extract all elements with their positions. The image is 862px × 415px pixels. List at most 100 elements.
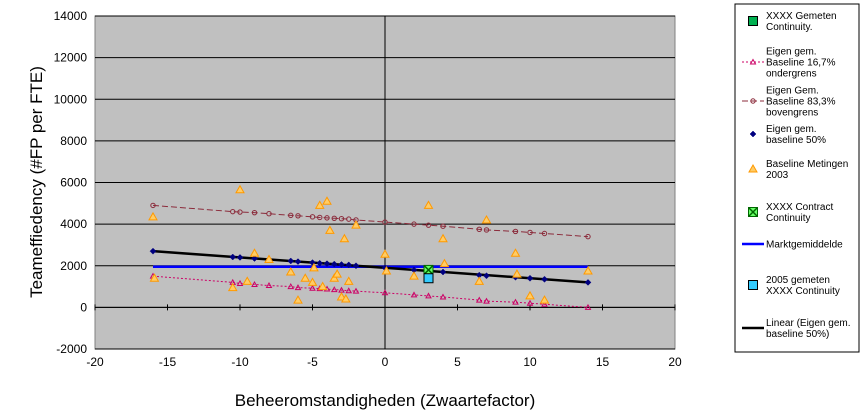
legend-label: Continuity bbox=[766, 213, 810, 224]
y-tick-label: 6000 bbox=[60, 176, 87, 190]
x-tick-label: -20 bbox=[86, 355, 104, 369]
data-point bbox=[322, 196, 332, 205]
data-point bbox=[381, 289, 389, 296]
x-tick-label: 5 bbox=[454, 355, 461, 369]
y-tick-label: 14000 bbox=[54, 9, 88, 23]
legend-label: baseline 50%) bbox=[766, 329, 829, 340]
y-tick-label: 10000 bbox=[54, 92, 88, 106]
data-point bbox=[476, 226, 482, 233]
data-point bbox=[512, 228, 519, 235]
x-tick-label: 15 bbox=[596, 355, 610, 369]
legend-label: XXXX Gemeten bbox=[766, 11, 837, 22]
legend-marker bbox=[748, 163, 758, 173]
legend-symbol bbox=[742, 98, 764, 104]
legend-label: Baseline 83,3% bbox=[766, 97, 836, 108]
x-tick-label: 10 bbox=[523, 355, 537, 369]
legend-symbol bbox=[742, 58, 764, 65]
data-point bbox=[411, 221, 417, 227]
legend-symbol bbox=[748, 280, 758, 290]
x-tick-label: 20 bbox=[668, 355, 682, 369]
tick-labels: -2000 0 2000 4000 6000 8000 10000 12000 14000 -20… bbox=[54, 9, 682, 369]
data-point bbox=[264, 254, 274, 264]
data-point bbox=[345, 287, 353, 294]
legend-label: Continuity. bbox=[766, 22, 813, 33]
data-point bbox=[331, 215, 337, 221]
data-point bbox=[309, 262, 319, 272]
data-point bbox=[382, 219, 388, 225]
legend-label: XXXX Continuity bbox=[766, 286, 840, 297]
legend-item: Marktgemiddelde bbox=[742, 240, 843, 251]
data-point bbox=[346, 216, 352, 222]
data-point bbox=[539, 295, 550, 304]
legend-label: 2003 bbox=[766, 170, 789, 181]
data-point bbox=[409, 271, 419, 280]
x-tick-label: -15 bbox=[159, 355, 177, 369]
y-axis-title: Teameffiedency (#FP per FTE) bbox=[27, 66, 46, 298]
data-point bbox=[340, 294, 351, 303]
legend-symbol bbox=[749, 130, 757, 138]
data-point bbox=[425, 222, 432, 228]
data-point bbox=[527, 229, 533, 236]
legend-item: Eigen gem.Baseline 16,7%ondergrens bbox=[742, 47, 836, 80]
data-point bbox=[381, 265, 392, 275]
data-point bbox=[329, 273, 340, 282]
legend-item: Eigen gem.baseline 50% bbox=[749, 124, 826, 146]
data-point bbox=[149, 273, 160, 282]
legend-symbol bbox=[748, 16, 758, 26]
data-point bbox=[323, 260, 331, 268]
data-point bbox=[317, 214, 323, 221]
data-point bbox=[266, 211, 272, 217]
data-point bbox=[287, 283, 295, 290]
data-point bbox=[439, 268, 447, 276]
data-point bbox=[339, 233, 350, 243]
data-point bbox=[584, 279, 592, 286]
legend-symbol bbox=[748, 163, 758, 173]
x-tick-label: -10 bbox=[231, 355, 249, 369]
y-tick-label: 12000 bbox=[54, 51, 88, 65]
y-tick-label: 0 bbox=[80, 300, 87, 314]
data-point bbox=[251, 255, 258, 262]
data-point bbox=[330, 260, 338, 268]
data-point bbox=[439, 258, 450, 268]
data-point bbox=[288, 212, 294, 219]
x-tick-label: 0 bbox=[382, 355, 389, 369]
data-point bbox=[307, 277, 318, 286]
legend-marker bbox=[748, 280, 758, 290]
data-point bbox=[345, 261, 353, 269]
data-point bbox=[229, 253, 237, 261]
x-axis-title: Beheeromstandigheden (Zwaartefactor) bbox=[235, 391, 536, 410]
data-point bbox=[423, 273, 434, 284]
data-point bbox=[316, 259, 324, 267]
data-point bbox=[285, 266, 296, 276]
data-point bbox=[380, 249, 390, 258]
legend-label: baseline 50% bbox=[766, 135, 826, 146]
data-point bbox=[148, 211, 158, 221]
legend-label: Marktgemiddelde bbox=[766, 240, 843, 251]
y-tick-label: -2000 bbox=[56, 342, 87, 356]
data-point bbox=[338, 261, 345, 268]
data-point bbox=[325, 225, 335, 234]
data-point bbox=[343, 276, 354, 285]
data-point bbox=[236, 279, 244, 286]
data-point bbox=[583, 265, 593, 275]
legend-label: Linear (Eigen gem. bbox=[766, 318, 851, 329]
legend-marker bbox=[749, 130, 757, 138]
legend-label: 2005 gemeten bbox=[766, 275, 830, 286]
x-tick-label: -5 bbox=[307, 355, 318, 369]
data-point bbox=[525, 290, 535, 300]
data-point bbox=[227, 282, 238, 292]
data-point bbox=[410, 291, 418, 298]
data-point bbox=[242, 276, 253, 285]
data-point bbox=[251, 209, 258, 216]
data-point bbox=[423, 200, 434, 209]
data-point bbox=[440, 223, 446, 229]
data-point bbox=[483, 227, 490, 233]
data-point bbox=[317, 281, 328, 291]
legend-marker bbox=[749, 58, 757, 65]
